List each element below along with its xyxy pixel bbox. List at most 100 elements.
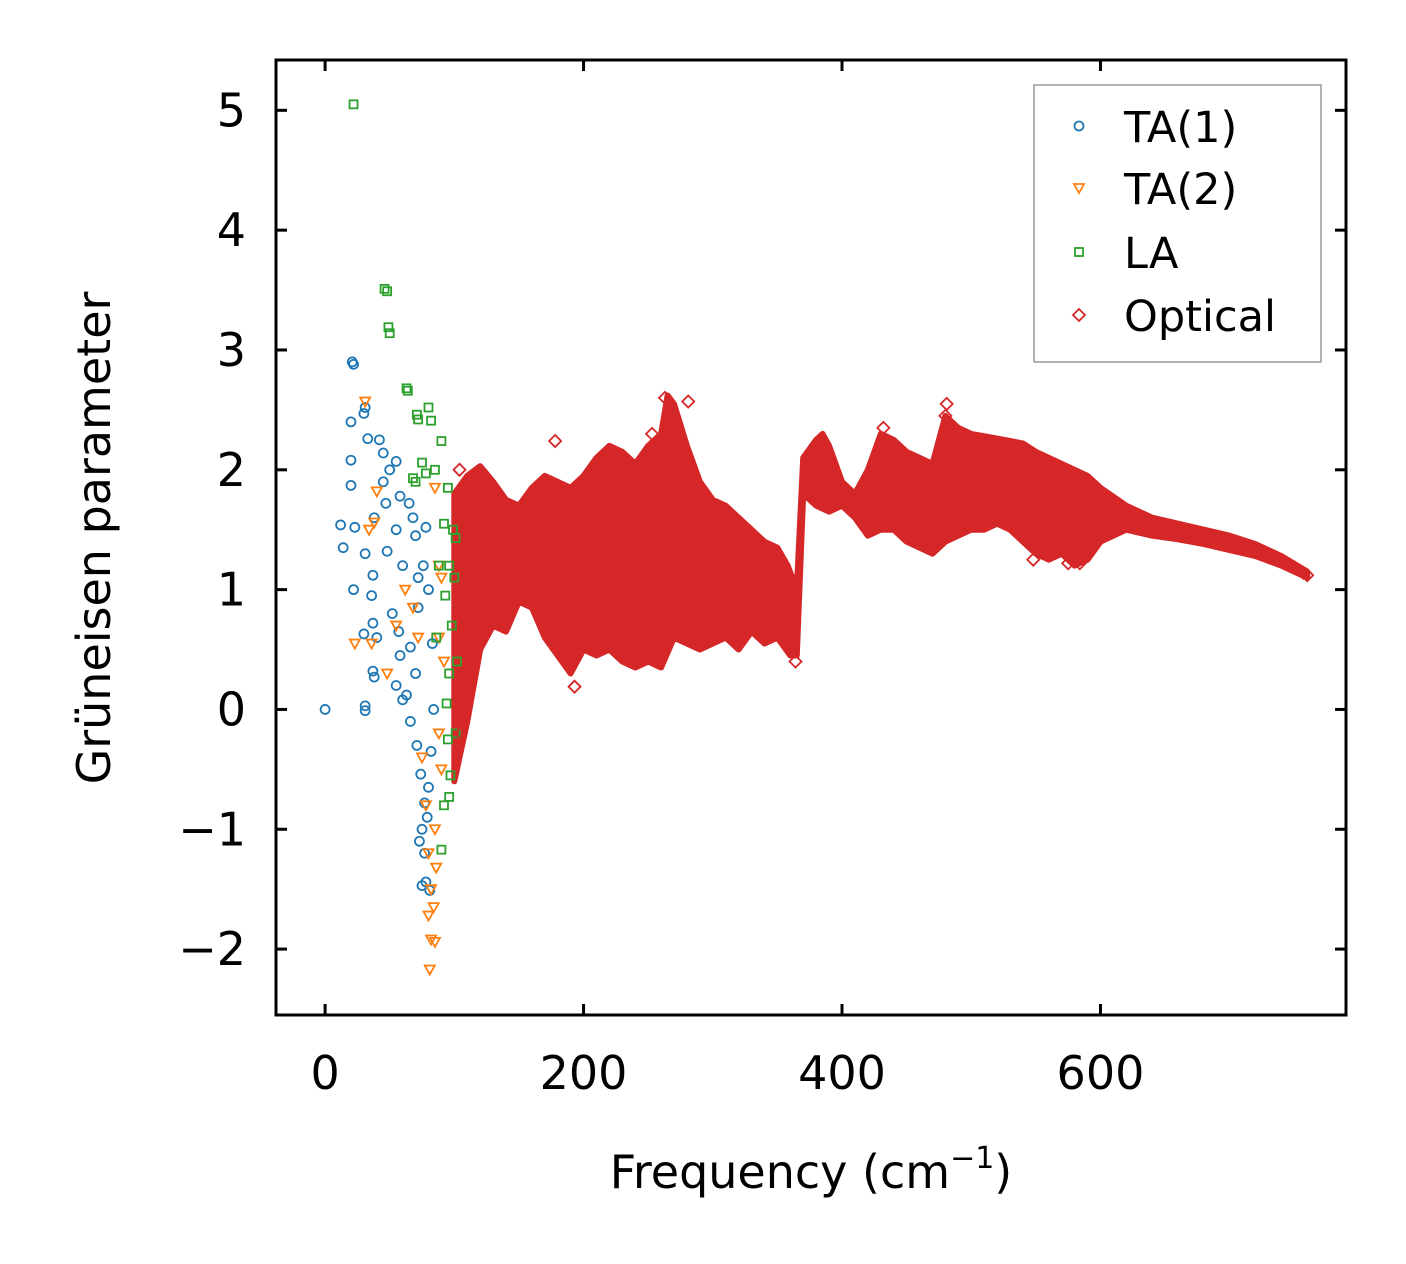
data-point	[384, 328, 395, 339]
data-points-layer	[319, 99, 1315, 977]
data-point	[442, 734, 453, 745]
data-point	[359, 705, 371, 717]
y-tick-label: 4	[217, 203, 246, 257]
data-point	[389, 620, 403, 633]
y-tick-label: 0	[217, 682, 246, 736]
data-point	[380, 668, 394, 681]
data-point	[345, 454, 357, 466]
data-point	[644, 426, 660, 442]
data-point	[1060, 555, 1076, 571]
data-point	[428, 704, 440, 715]
data-point	[382, 286, 393, 297]
data-point	[428, 482, 442, 495]
plot-frame	[274, 58, 1348, 1017]
data-point	[434, 764, 448, 777]
legend-box	[1033, 84, 1322, 363]
y-tick-label: 5	[217, 83, 246, 137]
data-point	[390, 680, 402, 691]
data-point	[453, 726, 469, 741]
data-point	[337, 542, 349, 554]
data-point	[446, 620, 457, 631]
data-point	[419, 800, 433, 813]
data-point	[358, 628, 370, 640]
legend-label-optical: Optical	[1124, 292, 1276, 342]
data-point	[411, 739, 423, 751]
data-point	[345, 479, 357, 491]
data-point	[407, 512, 419, 524]
data-point	[406, 602, 420, 615]
data-point	[423, 584, 434, 596]
data-point	[365, 638, 379, 651]
data-point	[367, 617, 379, 629]
x-tick-label: 400	[798, 1046, 886, 1100]
legend-entry-la: LA	[1074, 229, 1179, 279]
data-point	[373, 434, 385, 446]
x-tick-label: 0	[310, 1046, 339, 1100]
data-point	[938, 408, 953, 424]
data-point	[939, 396, 954, 412]
series-optical	[452, 390, 1315, 741]
data-point	[384, 464, 396, 476]
data-point	[429, 862, 443, 875]
data-point	[432, 728, 446, 741]
data-point	[423, 402, 434, 413]
data-point	[657, 390, 673, 406]
data-point	[358, 408, 370, 419]
data-point	[430, 464, 440, 475]
data-point	[379, 283, 390, 294]
legend-marker-shape	[1073, 120, 1085, 132]
data-point	[410, 530, 421, 542]
data-point	[359, 700, 371, 712]
legend-entry-optical: Optical	[1071, 292, 1276, 342]
optical-band-layer	[451, 392, 1311, 785]
legend-marker-shape	[1074, 247, 1084, 257]
legend-label-la: LA	[1124, 229, 1179, 279]
data-point	[423, 781, 434, 793]
data-point	[377, 447, 389, 459]
x-axis-label-main: Frequency (cm	[610, 1145, 950, 1199]
data-point	[403, 497, 415, 509]
data-point	[428, 937, 442, 949]
data-point	[416, 823, 428, 835]
data-point	[450, 533, 461, 543]
axis-ticks: 0 200 400 600 −2 −1 0 1 2 3 4 5	[178, 60, 1346, 1100]
data-point	[427, 902, 441, 915]
series-ta-1-	[319, 356, 440, 896]
data-point	[426, 415, 436, 426]
data-point	[420, 521, 432, 533]
data-point	[442, 482, 453, 493]
data-point	[434, 572, 448, 585]
data-point	[421, 468, 431, 479]
data-point	[348, 99, 359, 110]
data-point	[1041, 546, 1057, 561]
data-point	[412, 572, 424, 584]
x-tick-label: 200	[540, 1046, 628, 1100]
data-point	[433, 560, 444, 571]
legend-label-ta2: TA(2)	[1123, 165, 1237, 215]
x-axis-label: Frequency (cm−1)	[610, 1141, 1013, 1199]
data-point	[421, 910, 436, 923]
data-point	[452, 656, 462, 667]
data-point	[417, 560, 429, 572]
data-point	[876, 420, 891, 436]
data-point	[415, 752, 429, 765]
data-point	[380, 497, 392, 509]
data-point	[615, 450, 630, 466]
data-point	[368, 671, 380, 683]
x-axis-label-close: )	[994, 1145, 1012, 1199]
series-la	[348, 99, 462, 855]
data-point	[367, 665, 379, 677]
legend-marker-shape	[1072, 183, 1086, 195]
y-tick-label: 1	[217, 563, 246, 617]
data-point	[404, 716, 416, 727]
data-point	[394, 490, 406, 502]
legend-entry-ta2: TA(2)	[1072, 165, 1237, 215]
data-point	[366, 590, 378, 602]
data-point	[394, 650, 406, 661]
data-point	[345, 416, 357, 428]
data-point	[439, 518, 449, 529]
data-point	[415, 768, 427, 780]
data-point	[450, 728, 461, 739]
x-tick-label: 600	[1057, 1046, 1145, 1100]
